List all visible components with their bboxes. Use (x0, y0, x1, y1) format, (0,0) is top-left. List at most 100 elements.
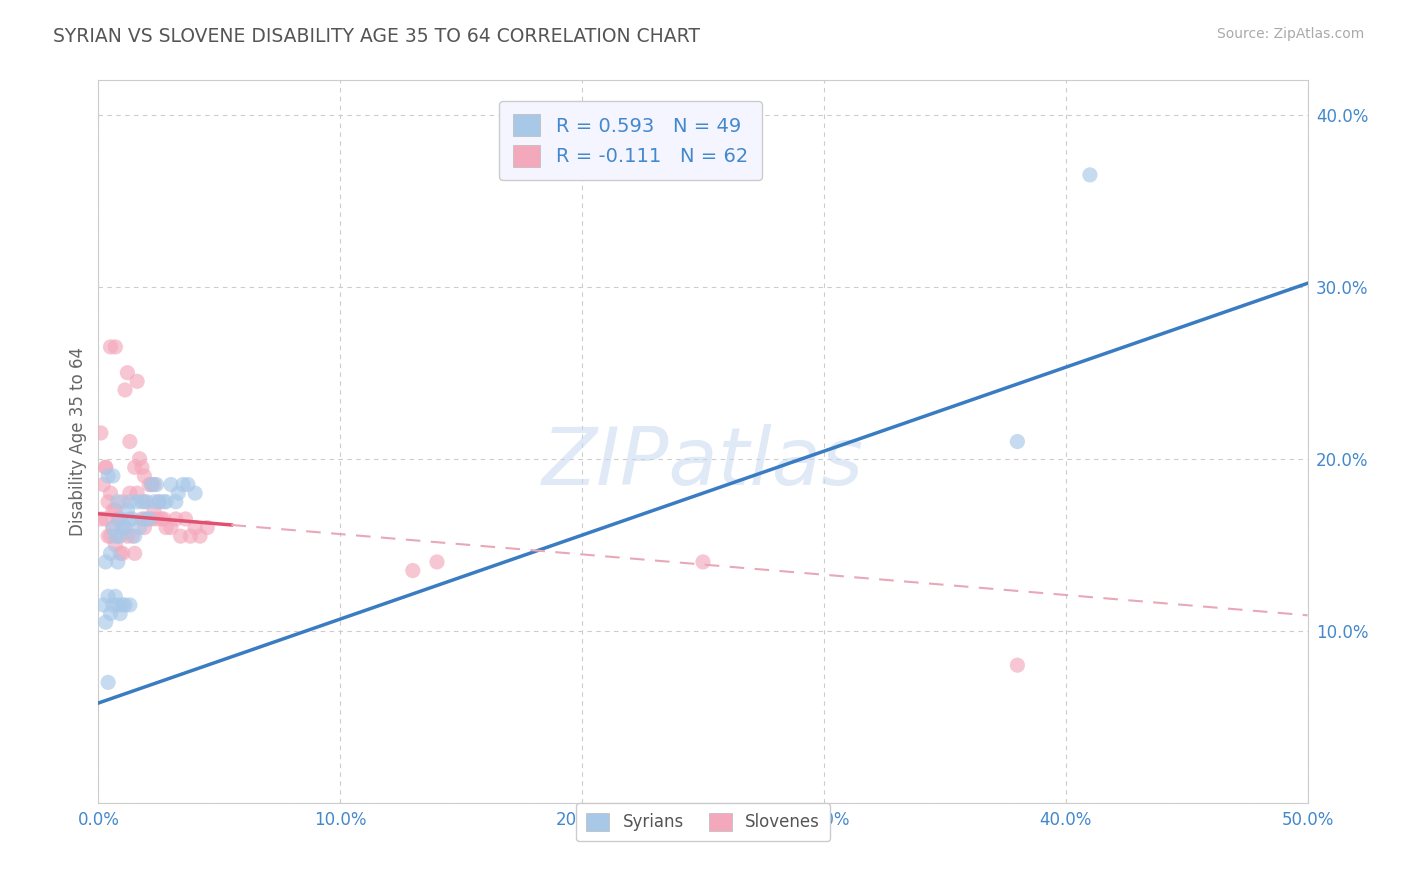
Point (114, 383, 136, 397)
Point (101, 598, 124, 612)
Point (188, 529, 211, 543)
Point (104, 503, 127, 517)
Point (100, 546, 122, 560)
Point (131, 460, 153, 475)
Point (426, 555, 449, 569)
Point (184, 486, 207, 500)
Point (138, 512, 160, 526)
Point (134, 520, 156, 534)
Text: SYRIAN VS SLOVENE DISABILITY AGE 35 TO 64 CORRELATION CHART: SYRIAN VS SLOVENE DISABILITY AGE 35 TO 6… (53, 27, 700, 45)
Point (118, 486, 141, 500)
Point (97, 675, 120, 690)
Legend: Syrians, Slovenes: Syrians, Slovenes (576, 803, 830, 841)
Point (167, 486, 190, 500)
Point (107, 598, 129, 612)
Point (179, 529, 201, 543)
Point (104, 529, 127, 543)
Point (138, 477, 160, 491)
Point (97, 590, 120, 604)
Point (108, 529, 131, 543)
Point (1078, 168, 1101, 182)
Point (155, 494, 177, 508)
Point (143, 477, 166, 491)
Point (1007, 658, 1029, 673)
Point (160, 520, 183, 534)
Point (108, 546, 131, 560)
Point (114, 520, 136, 534)
Point (145, 477, 167, 491)
Point (107, 529, 129, 543)
Point (111, 520, 134, 534)
Point (169, 529, 191, 543)
Point (100, 340, 122, 354)
Point (118, 434, 141, 449)
Point (135, 494, 157, 508)
Point (107, 555, 129, 569)
Point (172, 477, 194, 491)
Point (90, 425, 112, 440)
Point (134, 494, 156, 508)
Point (124, 529, 146, 543)
Point (145, 512, 167, 526)
Point (90, 512, 112, 526)
Point (165, 512, 187, 526)
Point (692, 555, 714, 569)
Point (100, 607, 122, 621)
Point (101, 503, 124, 517)
Point (131, 494, 153, 508)
Point (114, 598, 136, 612)
Point (94, 512, 117, 526)
Point (121, 529, 143, 543)
Point (114, 520, 136, 534)
Point (104, 340, 127, 354)
Point (94, 460, 117, 475)
Point (1007, 434, 1029, 449)
Point (97, 494, 120, 508)
Point (141, 512, 163, 526)
Point (165, 494, 187, 508)
Point (148, 494, 170, 508)
Point (101, 520, 124, 534)
Point (127, 494, 149, 508)
Point (141, 477, 163, 491)
Point (127, 486, 149, 500)
Point (402, 564, 425, 578)
Point (117, 503, 139, 517)
Point (100, 486, 122, 500)
Point (121, 512, 143, 526)
Point (108, 512, 131, 526)
Point (91, 477, 114, 491)
Point (108, 512, 131, 526)
Point (160, 477, 183, 491)
Point (100, 529, 122, 543)
Point (124, 546, 146, 560)
Point (118, 494, 141, 508)
Point (111, 494, 134, 508)
Point (155, 520, 177, 534)
Point (143, 503, 166, 517)
Point (128, 451, 150, 466)
Point (117, 366, 139, 380)
Point (94, 460, 117, 475)
Point (104, 538, 127, 552)
Text: Source: ZipAtlas.com: Source: ZipAtlas.com (1216, 27, 1364, 41)
Point (104, 590, 127, 604)
Point (94, 615, 117, 630)
Point (111, 546, 134, 560)
Y-axis label: Disability Age 35 to 64: Disability Age 35 to 64 (69, 347, 87, 536)
Point (97, 529, 120, 543)
Point (134, 469, 156, 483)
Point (143, 494, 166, 508)
Point (134, 512, 156, 526)
Point (107, 512, 129, 526)
Point (152, 494, 174, 508)
Point (148, 494, 170, 508)
Point (101, 469, 124, 483)
Point (135, 512, 157, 526)
Point (108, 607, 131, 621)
Point (128, 520, 150, 534)
Point (118, 598, 141, 612)
Point (124, 460, 146, 475)
Point (150, 512, 173, 526)
Point (141, 477, 163, 491)
